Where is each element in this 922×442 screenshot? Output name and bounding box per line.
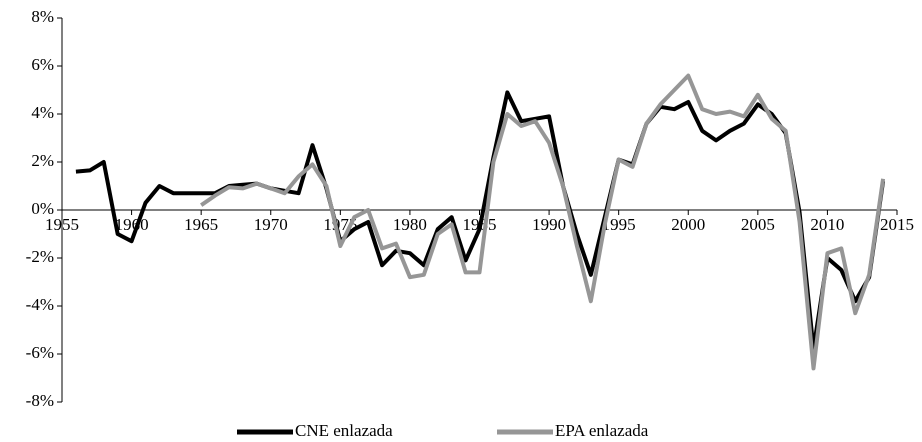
- x-tick-label: 1970: [254, 215, 288, 234]
- x-tick-label: 2000: [671, 215, 705, 234]
- x-tick-label: 1955: [45, 215, 79, 234]
- x-tick-label: 2005: [741, 215, 775, 234]
- series-line: [200, 73, 886, 371]
- x-tick-label: 2010: [810, 215, 844, 234]
- y-tick-label: 2%: [31, 151, 54, 170]
- y-tick-label: -2%: [26, 247, 54, 266]
- y-tick-label: 0%: [31, 199, 54, 218]
- x-tick-label: 1960: [115, 215, 149, 234]
- y-tick-label: -6%: [26, 343, 54, 362]
- legend-label: CNE enlazada: [295, 421, 393, 440]
- y-tick-label: -4%: [26, 295, 54, 314]
- y-tick-label: 6%: [31, 55, 54, 74]
- y-tick-label: 4%: [31, 103, 54, 122]
- y-tick-label: -8%: [26, 391, 54, 410]
- x-tick-label: 1980: [393, 215, 427, 234]
- x-tick-label: 1995: [602, 215, 636, 234]
- x-tick-label: 1965: [184, 215, 218, 234]
- x-tick-label: 1990: [532, 215, 566, 234]
- series-line: [75, 90, 886, 352]
- legend-label: EPA enlazada: [555, 421, 649, 440]
- x-tick-label: 2015: [880, 215, 914, 234]
- y-tick-label: 8%: [31, 7, 54, 26]
